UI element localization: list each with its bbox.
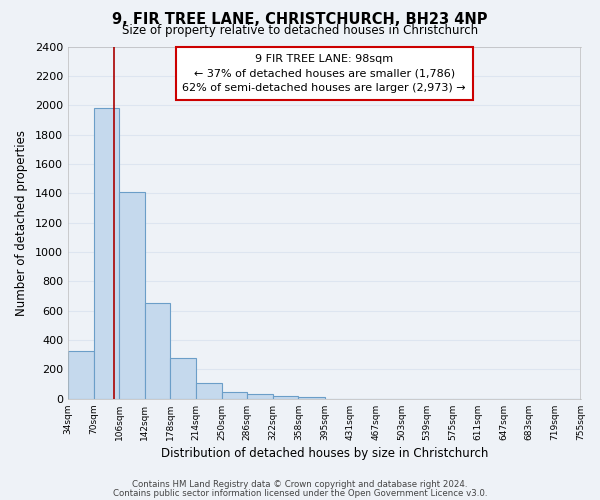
Text: 9, FIR TREE LANE, CHRISTCHURCH, BH23 4NP: 9, FIR TREE LANE, CHRISTCHURCH, BH23 4NP bbox=[112, 12, 488, 28]
Bar bbox=[119, 192, 145, 399]
Bar bbox=[170, 358, 196, 399]
Bar bbox=[145, 304, 170, 399]
Bar bbox=[273, 396, 298, 399]
X-axis label: Distribution of detached houses by size in Christchurch: Distribution of detached houses by size … bbox=[161, 447, 488, 460]
Text: Size of property relative to detached houses in Christchurch: Size of property relative to detached ho… bbox=[122, 24, 478, 37]
Text: Contains public sector information licensed under the Open Government Licence v3: Contains public sector information licen… bbox=[113, 488, 487, 498]
Text: 9 FIR TREE LANE: 98sqm
← 37% of detached houses are smaller (1,786)
62% of semi-: 9 FIR TREE LANE: 98sqm ← 37% of detached… bbox=[182, 54, 466, 93]
Bar bbox=[196, 384, 221, 399]
Bar bbox=[68, 351, 94, 399]
Text: Contains HM Land Registry data © Crown copyright and database right 2024.: Contains HM Land Registry data © Crown c… bbox=[132, 480, 468, 489]
Y-axis label: Number of detached properties: Number of detached properties bbox=[15, 130, 28, 316]
Bar bbox=[298, 396, 325, 399]
Bar bbox=[221, 392, 247, 399]
Bar bbox=[247, 394, 273, 399]
Bar bbox=[94, 108, 119, 399]
